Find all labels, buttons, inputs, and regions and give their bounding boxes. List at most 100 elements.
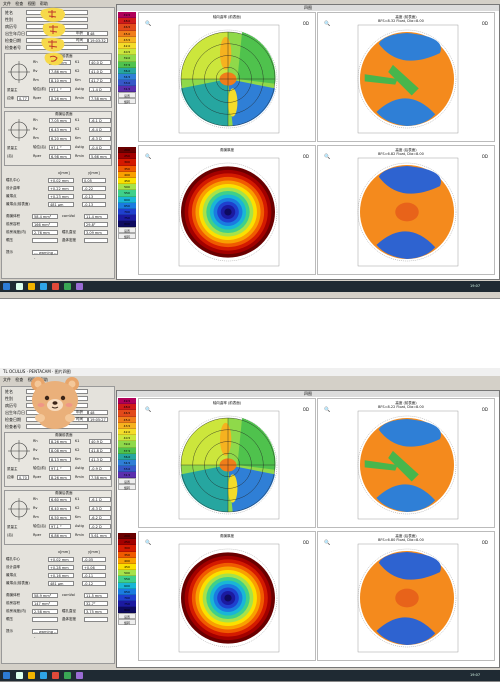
folder-icon[interactable] (28, 672, 35, 679)
map-panel[interactable]: 高度 (后表面) BFS=6.80 Float, Dia=8.00 OD 🔍 (317, 531, 495, 661)
menu-file[interactable]: 文件 (3, 377, 11, 382)
scale-button[interactable]: 设置 (118, 227, 136, 234)
param-label: K2 (75, 448, 80, 452)
zoom-icon[interactable]: 🔍 (324, 540, 331, 546)
surface-section: 角膜后表面 Rh 7.05 mm K1 -6.1 D Rv 6.43 mm K2 -6.4 D R… (4, 111, 112, 166)
scale-button[interactable]: 设置 (118, 613, 136, 620)
param-value: -0.9 D (89, 466, 111, 471)
time-value[interactable]: 19:03:32 (88, 38, 108, 43)
param-label: K1 (75, 497, 80, 501)
zoom-icon[interactable]: 🔍 (324, 21, 331, 27)
menu-exam[interactable]: 检查 (15, 1, 24, 6)
param-value: -0.4 D (89, 145, 111, 150)
param-label: K1 (75, 118, 80, 122)
app-icon[interactable] (64, 672, 71, 679)
menu-file[interactable]: 文件 (3, 1, 11, 6)
measure-label: 前房容积 (6, 222, 20, 226)
param-label: Rv (33, 506, 38, 510)
zoom-icon[interactable]: 🔍 (324, 154, 331, 160)
browser-icon[interactable] (40, 283, 47, 290)
map-panel[interactable]: 轴向曲率 (前表面) OD 🔍 (138, 12, 316, 142)
menu-help[interactable]: 帮助 (39, 1, 48, 6)
pupil-row-x: +0.28 mm (48, 565, 74, 570)
map-title: 角膜厚度 (220, 534, 234, 538)
pupil-row-label: 最薄点 (6, 573, 17, 577)
map-panel[interactable]: 高度 (前表面) BFS=8.22 Float, Dia=8.00 OD 🔍 (317, 398, 495, 528)
param-value: 6.40 mm (49, 506, 71, 511)
zoom-icon[interactable]: 🔍 (145, 407, 152, 413)
param-label: Rh (33, 60, 38, 64)
warning-value: --- warning --- (32, 250, 58, 260)
zoom-icon[interactable]: 🔍 (145, 540, 152, 546)
scale-step: 800 (118, 607, 136, 614)
age-value[interactable]: 48 (88, 31, 108, 36)
section-title: 角膜前表面 (55, 54, 73, 58)
app-icon[interactable] (76, 283, 83, 290)
scale-button[interactable]: 旋转 (118, 98, 136, 105)
map-panel[interactable]: 高度 (前表面) BFS=8.32 Float, Dia=8.00 OD 🔍 (317, 12, 495, 142)
pupil-row-x: +0.02 mm (48, 178, 74, 183)
scale-step: 43.5 (118, 36, 136, 43)
scale-step: 500 (118, 184, 136, 191)
scale-button[interactable]: 旋转 (118, 619, 136, 626)
scale-step: 250 (118, 539, 136, 546)
menu-exam[interactable]: 检查 (15, 377, 24, 382)
start-icon[interactable] (3, 283, 10, 290)
app-icon[interactable] (76, 672, 83, 679)
folder-icon[interactable] (28, 283, 35, 290)
scale-button[interactable]: 旋转 (118, 484, 136, 491)
pupil-row-y: -0.13 (82, 202, 106, 207)
browser-icon[interactable] (40, 672, 47, 679)
measure-value: 147 mm³ (32, 601, 58, 606)
patient-field-row: 检查日期 (5, 38, 25, 44)
param-value: 97.1 ° (49, 87, 71, 92)
patient-field-label: 姓名 (5, 10, 13, 15)
param-label: Rmin (75, 475, 85, 479)
scale-step: 40.5 (118, 49, 136, 56)
scale-step: 450 (118, 177, 136, 185)
y-header: y[mm] (88, 171, 100, 175)
screenshot-top: 文件 检查 视图 帮助 姓名 性别 病历号 出生年月日 检查日期 检查者号 年龄 48 时间 19… (0, 0, 500, 299)
start-icon[interactable] (3, 672, 10, 679)
menu-help[interactable]: 帮助 (39, 377, 48, 382)
app-icon[interactable] (52, 672, 59, 679)
measure-label: 前房容积 (6, 601, 20, 605)
patient-field-row: 病历号 (5, 24, 25, 30)
time-value[interactable]: 19:05:27 (88, 417, 108, 422)
menu-view[interactable]: 视图 (27, 1, 36, 6)
menu-view[interactable]: 视图 (27, 377, 36, 382)
search-icon[interactable] (16, 672, 23, 679)
param-value: 6.43 mm (49, 127, 71, 132)
param-value: 8.10 mm (49, 78, 71, 83)
zoom-icon[interactable]: 🔍 (324, 407, 331, 413)
zoom-icon[interactable]: 🔍 (145, 21, 152, 27)
patient-field-row: 姓名 (5, 389, 25, 395)
scale-step: 600 (118, 582, 136, 589)
age-label: 年龄 (76, 410, 83, 414)
search-icon[interactable] (16, 283, 23, 290)
map-panel[interactable]: 角膜厚度 OD 🔍 (138, 145, 316, 275)
zoom-icon[interactable]: 🔍 (145, 154, 152, 160)
scale-button[interactable]: 旋转 (118, 233, 136, 240)
scale-step: 48.0 (118, 18, 136, 25)
age-label: 年龄 (76, 31, 83, 35)
param-value: 8.26 mm (49, 96, 71, 101)
param-label: Km (75, 515, 81, 519)
param-value: 6.98 mm (49, 154, 71, 159)
app-icon[interactable] (52, 283, 59, 290)
map-title: 高度 (前表面) (395, 401, 417, 405)
map-panel[interactable]: 角膜厚度 OD 🔍 (138, 531, 316, 661)
scale-button[interactable]: 设置 (118, 478, 136, 485)
patient-field-label: 检查日期 (5, 417, 21, 422)
age-value[interactable]: 48 (88, 410, 108, 415)
x-header: x[mm] (58, 550, 70, 554)
param-value: -6.3 D (89, 506, 111, 511)
color-scale-thickness: 200 250 300 350 400 450 500 550 600 650 700 750 800 设… (118, 147, 136, 240)
map-panel[interactable]: 高度 (后表面) BFS=6.82 Float, Dia=8.00 OD 🔍 (317, 145, 495, 275)
scale-button[interactable]: 设置 (118, 92, 136, 99)
measure-value: 2.58 mm (32, 609, 58, 614)
app-icon[interactable] (64, 283, 71, 290)
map-title: 高度 (后表面) (395, 148, 417, 152)
map-panel[interactable]: 轴向曲率 (前表面) OD 🔍 (138, 398, 316, 528)
